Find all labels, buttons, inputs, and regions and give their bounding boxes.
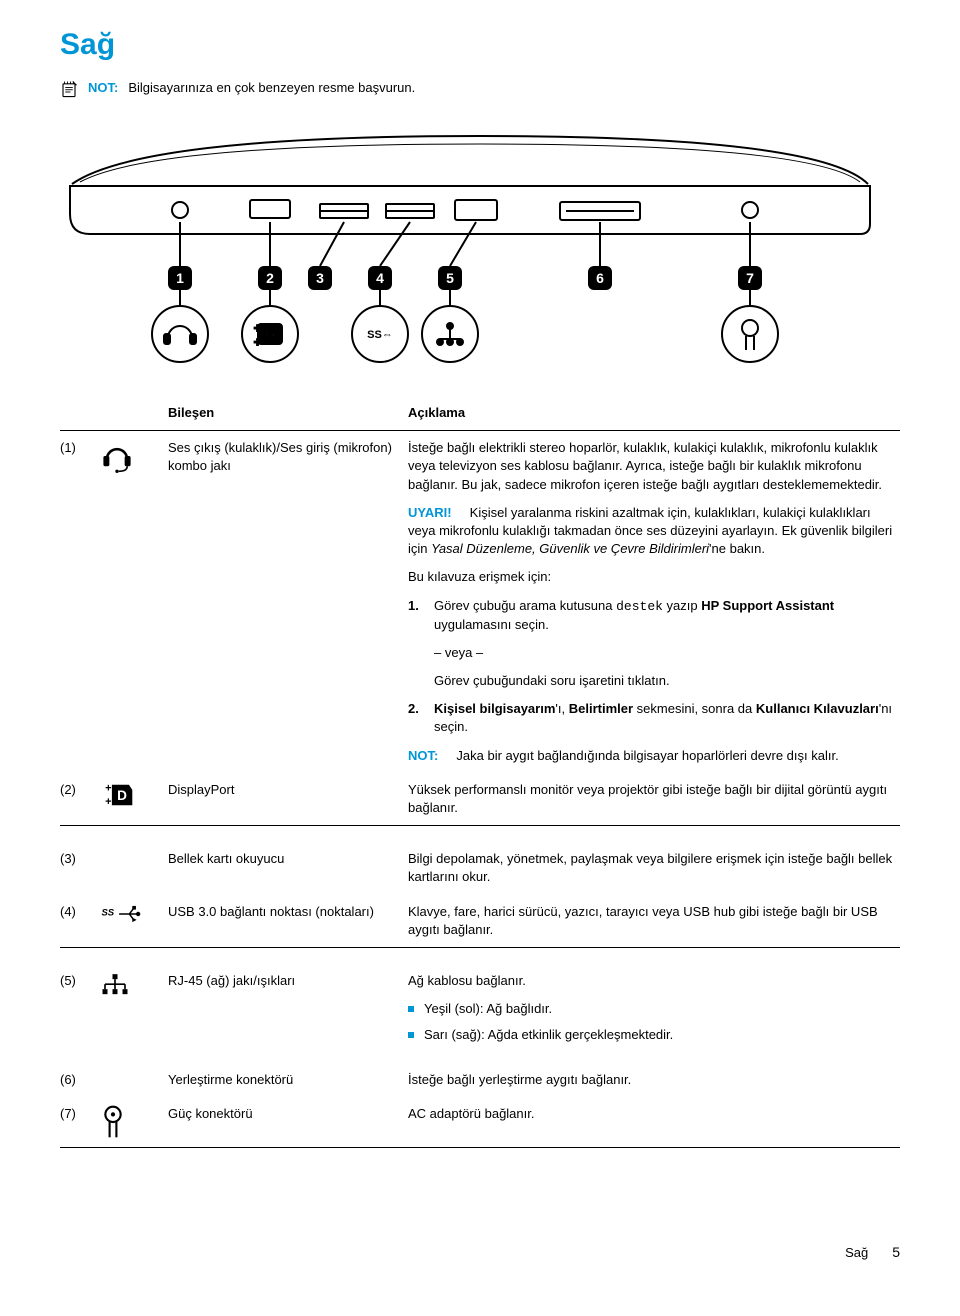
svg-text:SS: SS xyxy=(101,907,114,918)
footer-section: Sağ xyxy=(845,1245,868,1260)
header-description: Açıklama xyxy=(408,396,900,431)
network-icon xyxy=(100,964,168,1063)
svg-text:6: 6 xyxy=(596,270,604,286)
bullet-icon xyxy=(408,1006,414,1012)
usb-icon: SS xyxy=(100,895,168,948)
row-name: Ses çıkış (kulaklık)/Ses giriş (mikrofon… xyxy=(168,431,408,773)
table-row: (4) SS USB 3.0 bağlantı noktası (noktala… xyxy=(60,895,900,948)
page-title: Sağ xyxy=(60,28,900,62)
step-1: 1. Görev çubuğu arama kutusuna destek ya… xyxy=(408,597,894,634)
bullet-icon xyxy=(408,1032,414,1038)
svg-text:5: 5 xyxy=(446,270,454,286)
warn-label: UYARI! xyxy=(408,505,452,520)
components-table: Bileşen Açıklama (1) Ses çıkış (kulaklık… xyxy=(60,396,900,1164)
desc-main: İsteğe bağlı elektrikli stereo hoparlör,… xyxy=(408,439,894,494)
footer-page: 5 xyxy=(892,1244,900,1260)
list-item: Sarı (sağ): Ağda etkinlik gerçekleşmekte… xyxy=(408,1026,894,1044)
top-note: NOT: Bilgisayarınıza en çok benzeyen res… xyxy=(60,80,900,98)
svg-text:+: + xyxy=(254,321,261,335)
svg-text:4: 4 xyxy=(376,270,384,286)
table-row: (7) Güç konektörü AC adaptörü bağlanır. xyxy=(60,1097,900,1148)
guide-intro: Bu kılavuza erişmek için: xyxy=(408,568,894,586)
warning-block: UYARI! Kişisel yaralanma riskini azaltma… xyxy=(408,504,894,559)
note-icon xyxy=(60,80,78,98)
displayport-icon: + + D xyxy=(100,773,168,826)
table-row: (6) Yerleştirme konektörü İsteğe bağlı y… xyxy=(60,1063,900,1097)
headset-icon xyxy=(100,431,168,773)
svg-text:SS⇔: SS⇔ xyxy=(367,329,393,341)
svg-text:1: 1 xyxy=(176,270,184,286)
svg-text:7: 7 xyxy=(746,270,754,286)
list-item: Yeşil (sol): Ağ bağlıdır. xyxy=(408,1000,894,1018)
table-row: (5) RJ-45 (ağ) jakı/ışıkları Ağ kablosu … xyxy=(60,964,900,1063)
svg-text:2: 2 xyxy=(266,270,274,286)
note-text: Bilgisayarınıza en çok benzeyen resme ba… xyxy=(128,80,415,95)
step-2: 2. Kişisel bilgisayarım'ı, Belirtimler s… xyxy=(408,700,894,736)
note2: NOT: Jaka bir aygıt bağlandığında bilgis… xyxy=(408,747,894,765)
table-row: (3) Bellek kartı okuyucu Bilgi depolamak… xyxy=(60,842,900,894)
svg-text:D: D xyxy=(117,788,127,803)
table-row: (2) ++D DisplayPort Yüksek performanslı … xyxy=(60,773,900,826)
svg-text:+: + xyxy=(254,335,261,349)
svg-text:+: + xyxy=(105,796,111,808)
power-icon xyxy=(100,1097,168,1148)
or-sep: ‒ veya ‒ xyxy=(434,644,894,662)
row-num: (1) xyxy=(60,431,100,773)
ports-diagram: 1 2 3 4 5 6 7 D + xyxy=(60,116,900,376)
svg-text:+: + xyxy=(105,782,111,794)
note-label: NOT: xyxy=(88,80,118,95)
svg-text:3: 3 xyxy=(316,270,324,286)
table-row: (1) Ses çıkış (kulaklık)/Ses giriş (mikr… xyxy=(60,431,900,773)
svg-text:D: D xyxy=(265,326,275,342)
or-text: Görev çubuğundaki soru işaretini tıklatı… xyxy=(434,672,894,690)
header-component: Bileşen xyxy=(168,396,408,431)
page-footer: Sağ 5 xyxy=(60,1244,900,1260)
row-desc: İsteğe bağlı elektrikli stereo hoparlör,… xyxy=(408,431,900,773)
